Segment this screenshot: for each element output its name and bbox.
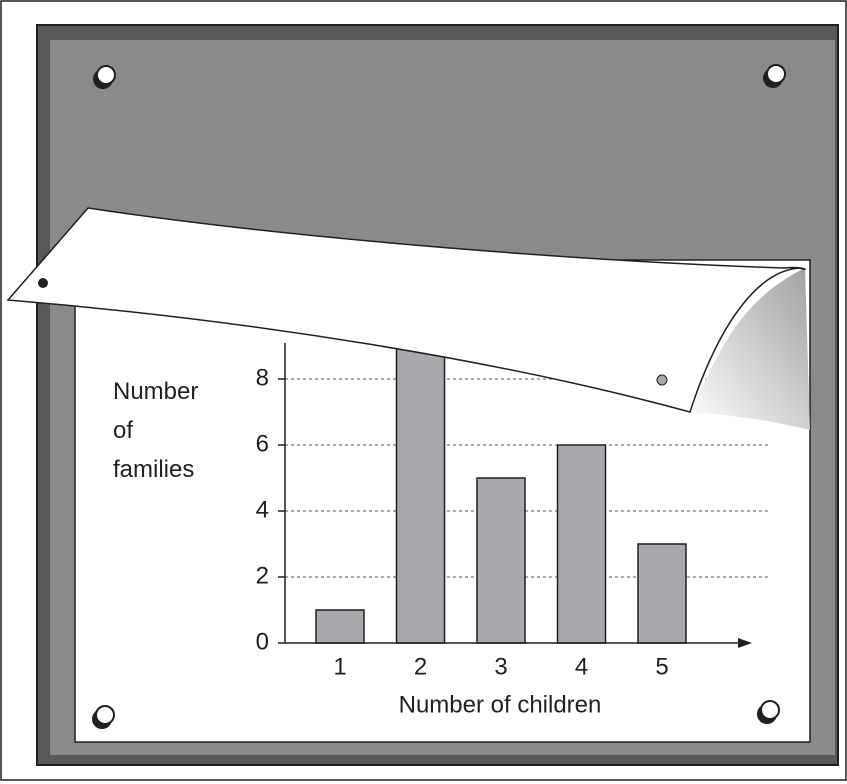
y-tick-label: 0 xyxy=(256,628,269,655)
y-tick-label: 2 xyxy=(256,562,269,589)
x-tick-label: 2 xyxy=(414,653,427,680)
curl-shadow xyxy=(690,268,810,430)
y-tick-label: 4 xyxy=(256,496,269,523)
x-tick-label: 1 xyxy=(333,653,346,680)
bar xyxy=(556,444,607,644)
x-axis-arrow xyxy=(738,638,752,648)
y-tick-label: 6 xyxy=(256,430,269,457)
x-axis-label: Number of children xyxy=(399,691,602,718)
x-tick-label: 5 xyxy=(655,653,668,680)
bar xyxy=(476,477,526,644)
y-axis-label: Number of families xyxy=(113,378,199,483)
bar xyxy=(637,543,687,644)
curled-paper xyxy=(6,207,806,413)
pins xyxy=(92,64,786,729)
pin-hole xyxy=(38,278,48,288)
pin-hole xyxy=(656,374,668,386)
bar xyxy=(315,609,365,644)
y-tick-label: 8 xyxy=(256,364,269,391)
bar xyxy=(395,345,446,644)
x-tick-label: 3 xyxy=(494,653,507,680)
x-tick-label: 4 xyxy=(575,653,588,680)
